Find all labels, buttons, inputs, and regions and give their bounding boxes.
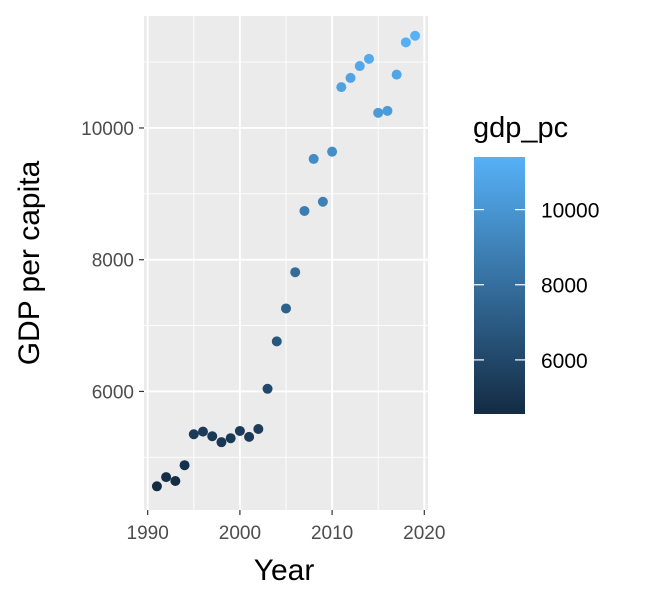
x-tick-label: 2000 [219, 523, 261, 544]
data-point [363, 53, 374, 64]
data-point [179, 460, 190, 471]
data-point [271, 336, 282, 347]
data-point [290, 267, 301, 278]
legend-tick-label: 10000 [541, 200, 599, 223]
data-point [151, 481, 162, 492]
x-tick-label: 2010 [311, 523, 353, 544]
legend: gdp_pc 6000 8000 10000 [473, 112, 599, 414]
x-tick-label: 2020 [403, 523, 445, 544]
legend-tick-label: 6000 [541, 350, 588, 373]
data-point [327, 146, 338, 157]
data-points [151, 30, 421, 492]
minor-gridlines [144, 16, 428, 510]
data-point [354, 61, 365, 72]
data-point [373, 107, 384, 118]
x-axis-title: Year [254, 554, 315, 587]
data-point [207, 431, 218, 442]
data-point [234, 425, 245, 436]
data-point [198, 426, 209, 437]
data-point [308, 153, 319, 164]
data-point [382, 105, 393, 116]
legend-colorbar [474, 157, 525, 414]
data-point [345, 72, 356, 83]
data-point [253, 423, 264, 434]
data-point [410, 30, 421, 41]
x-tick-label: 1990 [127, 523, 169, 544]
data-point [161, 472, 172, 483]
legend-tick-label: 8000 [541, 275, 588, 298]
legend-ticks: 6000 8000 10000 [474, 200, 599, 373]
data-point [244, 431, 255, 442]
x-axis: 1990 2000 2010 2020 [127, 510, 445, 544]
data-point [170, 476, 181, 487]
data-point [391, 69, 402, 80]
data-point [336, 82, 347, 93]
legend-title: gdp_pc [473, 112, 568, 144]
data-point [281, 303, 291, 314]
data-point [225, 433, 236, 444]
y-tick-label: 8000 [92, 251, 134, 272]
data-point [188, 429, 199, 440]
y-tick-label: 6000 [92, 382, 134, 403]
data-point [262, 383, 273, 394]
data-point [216, 437, 227, 448]
data-point [400, 37, 411, 48]
y-tick-label: 10000 [81, 119, 134, 140]
data-point [299, 205, 310, 216]
data-point [317, 196, 328, 207]
y-axis: 6000 8000 10000 [81, 119, 144, 403]
y-axis-title: GDP per capita [13, 160, 46, 365]
